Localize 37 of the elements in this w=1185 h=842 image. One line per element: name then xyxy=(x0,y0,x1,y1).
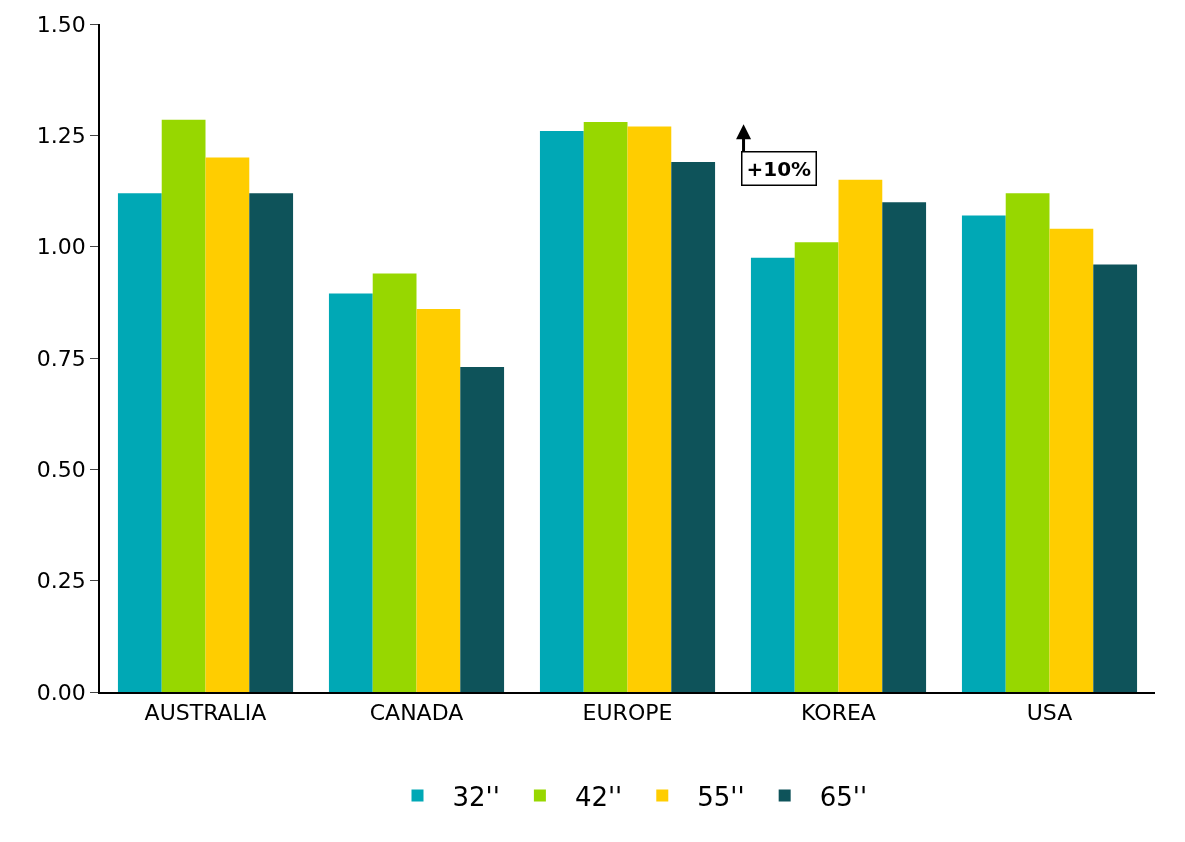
bar xyxy=(539,130,584,692)
bar xyxy=(583,121,628,692)
y-tick-label: 0.00 xyxy=(36,679,86,705)
bar xyxy=(372,273,417,692)
x-tick-label: USA xyxy=(1026,700,1073,726)
bar xyxy=(1049,228,1094,692)
y-tick-label: 1.25 xyxy=(36,123,86,149)
annotation: +10% xyxy=(746,156,812,181)
y-tick-label: 0.50 xyxy=(36,457,86,483)
legend-label: 55'' xyxy=(697,781,745,812)
bar xyxy=(671,162,716,692)
y-tick-label: 0.75 xyxy=(36,345,86,371)
bar xyxy=(161,119,206,692)
bar xyxy=(1005,193,1050,692)
bar xyxy=(882,202,927,692)
y-tick-label: 1.00 xyxy=(36,234,86,260)
y-tick-label: 1.50 xyxy=(36,11,86,37)
x-tick-label: EUROPE xyxy=(582,700,673,726)
bar xyxy=(627,126,672,692)
bar xyxy=(838,179,883,692)
x-tick-label: AUSTRALIA xyxy=(144,700,267,726)
bar xyxy=(794,242,839,692)
legend-label: 65'' xyxy=(819,781,868,812)
x-tick-label: CANADA xyxy=(369,700,464,726)
x-tick-label: KOREA xyxy=(801,700,876,726)
bar xyxy=(460,366,505,692)
bar xyxy=(750,257,795,692)
legend-label: 32'' xyxy=(452,781,500,812)
y-tick-label: 0.25 xyxy=(36,568,86,594)
bar xyxy=(416,309,461,692)
legend-label: 42'' xyxy=(574,781,623,812)
bar xyxy=(205,157,250,692)
bar xyxy=(117,193,162,692)
bar xyxy=(249,193,294,692)
bar xyxy=(1093,264,1138,692)
bar xyxy=(328,293,373,692)
bar xyxy=(961,215,1006,692)
